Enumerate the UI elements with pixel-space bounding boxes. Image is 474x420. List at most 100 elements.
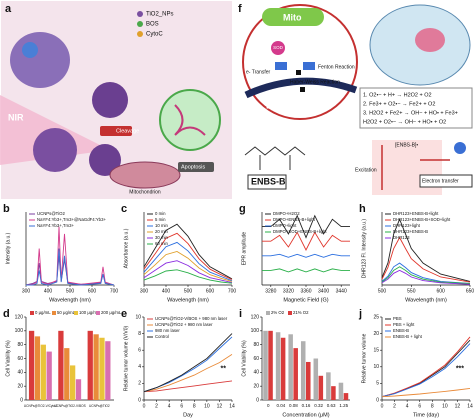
molecule	[275, 62, 287, 70]
legend-text: DMPO+light	[273, 223, 297, 228]
panel-label: g	[239, 203, 246, 215]
cell	[159, 89, 221, 151]
bar	[306, 361, 311, 400]
bar	[288, 334, 293, 400]
y-tick-label: 120	[251, 314, 260, 320]
lyso-membrane	[244, 77, 358, 99]
legend-text: NaYF4:Yb3+,Tm3+	[37, 223, 75, 228]
x-tick-label: UCNPs@TiO2	[89, 404, 110, 408]
legend-swatch	[137, 11, 143, 17]
enbs-box	[247, 174, 287, 190]
legend-text: 980 nm laser	[155, 328, 180, 333]
bar	[46, 351, 52, 400]
legend-text: 0 μg/mL	[35, 310, 51, 315]
x-tick-label: 0.63	[327, 403, 336, 408]
bar	[58, 330, 64, 400]
bar	[313, 358, 319, 400]
x-tick-label: UCNPs@TiO2-V/BOS	[54, 404, 85, 408]
legend-text: 10 min	[155, 223, 169, 228]
legend-text: 30 min	[155, 235, 169, 240]
x-tick-label: 0	[267, 403, 270, 408]
y-axis-title: DHR123 Fl. Intensity (a.u.)	[361, 219, 367, 279]
y-tick-label: 120	[15, 314, 24, 320]
x-axis-title: Time (day)	[413, 412, 439, 418]
mitochondrion-label: Mitochondrion	[129, 189, 161, 195]
x-axis-title: Day	[183, 412, 193, 418]
x-tick-label: 0.08	[289, 403, 298, 408]
x-tick-label: 500	[378, 288, 387, 294]
series-line	[262, 214, 350, 239]
nucleus	[415, 28, 445, 52]
legend-text: DMPO+H2O2	[273, 211, 300, 216]
legend-text: 100 μg/mL	[79, 310, 100, 315]
bar	[268, 330, 273, 400]
nanoparticle	[33, 128, 77, 172]
bar	[331, 386, 336, 400]
legend-text: 21% O2	[293, 310, 309, 315]
molecule-structure	[244, 146, 306, 170]
bar	[34, 336, 41, 400]
x-axis-title: Magnetic Field (G)	[283, 297, 328, 303]
y-tick-label: 100	[251, 328, 260, 334]
x-tick-label: 8	[431, 403, 434, 409]
legend-text: DHR123+ENBS-B+SOD+light	[393, 217, 451, 222]
legend-swatch	[74, 311, 78, 315]
y-tick-label: 40	[17, 370, 23, 376]
bar	[318, 375, 324, 400]
x-tick-label: 6	[180, 403, 183, 409]
x-tick-label: 0.32	[314, 403, 323, 408]
step-box	[296, 70, 301, 75]
bar	[70, 365, 76, 400]
x-tick-label: 0.04	[276, 403, 285, 408]
y-tick-label: 15	[373, 348, 379, 354]
nanoparticle-core	[22, 42, 38, 58]
oxygen	[454, 142, 466, 154]
x-tick-label: 300	[22, 288, 31, 294]
equation: 2. Fe3+ + O2•− → Fe2+ + O2	[363, 101, 435, 107]
x-tick-label: 3280	[265, 288, 276, 294]
molecule	[303, 62, 315, 70]
legend-text: PBS + light	[393, 322, 415, 327]
panel-label: d	[3, 308, 10, 320]
legend-text: TiO2_NPs	[146, 12, 173, 18]
legend-text: NaYF4:Yb3+,Tm3+@NaGdF4:Yb3+	[37, 217, 106, 222]
x-tick-label: 2	[155, 403, 158, 409]
series-line	[143, 251, 233, 282]
y-axis-title: Relative tumor volume (V/V0)	[123, 326, 129, 392]
legend-swatch	[52, 311, 56, 315]
bar	[87, 330, 93, 400]
panel-label: f	[238, 3, 242, 15]
y-tick-label: 6	[138, 348, 141, 354]
electron-transfer-label: Electron transfer	[422, 178, 459, 184]
annotation: **	[221, 365, 227, 372]
x-tick-label: 500	[66, 288, 75, 294]
bar	[293, 348, 298, 400]
mito-shape	[262, 8, 324, 26]
legend-text: 20 min	[155, 229, 169, 234]
series-line	[143, 241, 233, 282]
dna	[174, 104, 206, 136]
y-axis-title: Intensity (a.u.)	[5, 232, 11, 264]
x-tick-label: 10	[204, 403, 210, 409]
annotation: ***	[456, 365, 464, 372]
series-line	[381, 266, 471, 284]
legend-text: 60 min	[155, 241, 169, 246]
transfer-box	[419, 174, 473, 188]
transfer-label: e- Transfer	[246, 69, 271, 75]
lyso-label: Lyso	[266, 100, 287, 110]
legend-swatch	[137, 31, 143, 37]
fenton-label: Fenton Reaction	[318, 64, 355, 70]
legend-text: DMPO+SOD+ENBS-B+light	[273, 229, 327, 234]
equation: H2O2 + O2•− → OH− + HO• + O2	[363, 119, 446, 125]
bar	[275, 332, 281, 400]
y-axis-title: Absorbance (a.u.)	[123, 228, 129, 268]
y-tick-label: 80	[17, 342, 23, 348]
y-tick-label: 80	[253, 342, 259, 348]
x-tick-label: 3440	[336, 288, 347, 294]
legend-text: DHR123+ENBS-B+light	[393, 211, 439, 216]
x-tick-label: 650	[466, 288, 474, 294]
y-tick-label: 40	[253, 370, 259, 376]
series-line	[143, 333, 233, 393]
x-tick-label: 400	[44, 288, 53, 294]
